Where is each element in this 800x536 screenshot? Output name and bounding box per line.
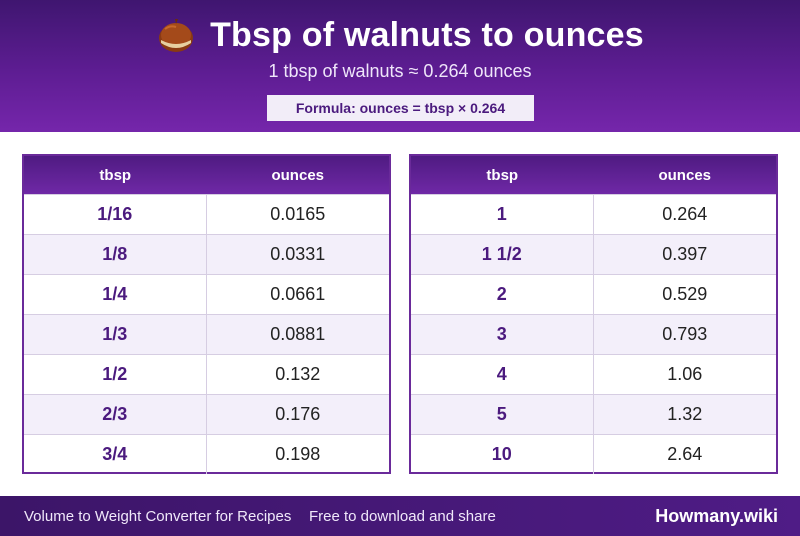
column-header-ounces: ounces (658, 166, 711, 184)
table-row: 10 2.64 (411, 434, 776, 474)
ounces-cell: 0.0661 (270, 284, 326, 304)
table-row: 2 0.529 (411, 274, 776, 314)
conversion-table-right: tbsp ounces 1 0.264 1 1/2 0.397 2 0.529 … (409, 154, 778, 474)
ounces-cell: 0.176 (275, 404, 321, 424)
table-row: 1 0.264 (411, 194, 776, 234)
tbsp-cell: 5 (411, 395, 594, 434)
ounces-cell: 2.64 (667, 444, 703, 464)
ounces-cell: 0.198 (275, 444, 321, 464)
header-banner: Tbsp of walnuts to ounces 1 tbsp of waln… (0, 0, 800, 132)
table-row: 1/8 0.0331 (24, 234, 389, 274)
formula-badge: Formula: ounces = tbsp × 0.264 (267, 95, 534, 121)
walnut-icon (159, 19, 194, 52)
tbsp-cell: 3 (411, 315, 594, 354)
table-row: 2/3 0.176 (24, 394, 389, 434)
tbsp-cell: 1/16 (24, 195, 207, 234)
column-header-ounces: ounces (271, 166, 324, 184)
ounces-cell: 0.0331 (270, 244, 326, 264)
ounces-cell: 1.06 (667, 364, 703, 384)
tbsp-cell: 3/4 (24, 435, 207, 474)
ounces-cell: 0.264 (662, 204, 708, 224)
conversion-table-left: tbsp ounces 1/16 0.0165 1/8 0.0331 1/4 0… (22, 154, 391, 474)
table-row: 3/4 0.198 (24, 434, 389, 474)
table-row: 1/3 0.0881 (24, 314, 389, 354)
table-row: 1/4 0.0661 (24, 274, 389, 314)
ounces-cell: 1.32 (667, 404, 703, 424)
ounces-cell: 0.397 (662, 244, 708, 264)
ounces-cell: 0.0881 (270, 324, 326, 344)
ounces-cell: 0.0165 (270, 204, 326, 224)
table-row: 1 1/2 0.397 (411, 234, 776, 274)
footer-converter-label: Volume to Weight Converter for Recipes (24, 507, 292, 525)
tbsp-cell: 10 (411, 435, 594, 474)
conversion-summary: 1 tbsp of walnuts ≈ 0.264 ounces (268, 61, 532, 81)
title-row: Tbsp of walnuts to ounces (0, 14, 800, 56)
ounces-cell: 0.529 (662, 284, 708, 304)
tbsp-cell: 1/2 (24, 355, 207, 394)
footer-bar: Volume to Weight Converter for Recipes F… (0, 496, 800, 536)
table-row: 5 1.32 (411, 394, 776, 434)
table-row: 1/16 0.0165 (24, 194, 389, 234)
tbsp-cell: 2/3 (24, 395, 207, 434)
tbsp-cell: 1 1/2 (411, 235, 594, 274)
table-header: tbsp ounces (24, 156, 389, 194)
table-row: 4 1.06 (411, 354, 776, 394)
tbsp-cell: 4 (411, 355, 594, 394)
tbsp-cell: 2 (411, 275, 594, 314)
brand-logo-text[interactable]: Howmany.wiki (655, 505, 778, 526)
page-title: Tbsp of walnuts to ounces (210, 16, 644, 54)
tbsp-cell: 1/3 (24, 315, 207, 354)
table-row: 1/2 0.132 (24, 354, 389, 394)
table-row: 3 0.793 (411, 314, 776, 354)
column-header-tbsp: tbsp (486, 166, 519, 184)
column-header-tbsp: tbsp (99, 166, 132, 184)
table-header: tbsp ounces (411, 156, 776, 194)
tbsp-cell: 1/4 (24, 275, 207, 314)
tbsp-cell: 1 (411, 195, 594, 234)
footer-share-note: Free to download and share (309, 507, 496, 525)
ounces-cell: 0.793 (662, 324, 708, 344)
tbsp-cell: 1/8 (24, 235, 207, 274)
ounces-cell: 0.132 (275, 364, 321, 384)
